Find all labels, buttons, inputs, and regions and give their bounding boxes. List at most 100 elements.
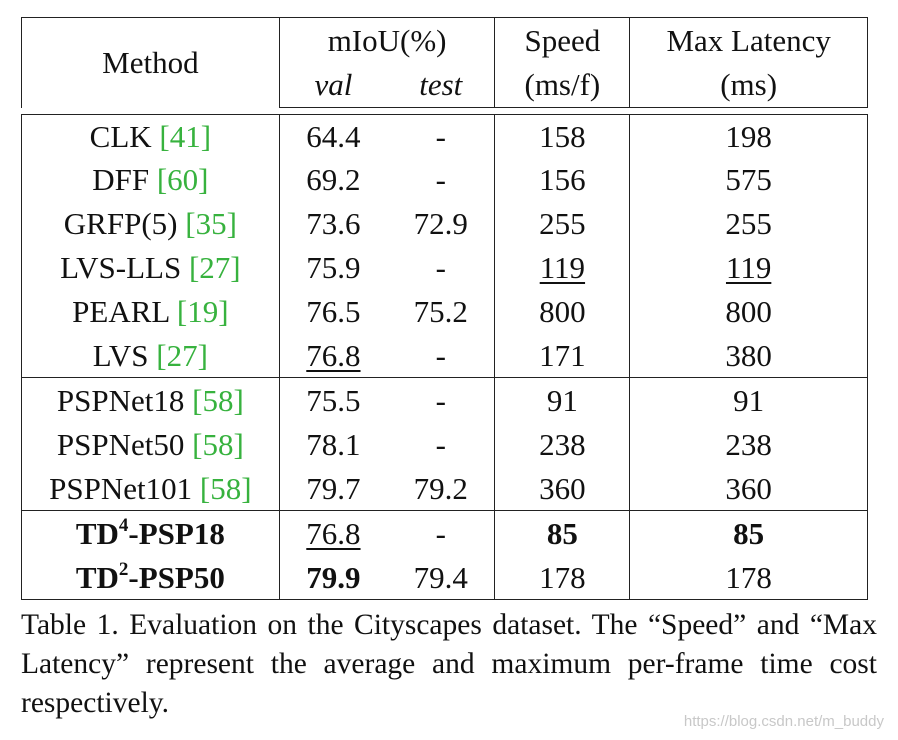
- latency-cell: 85: [629, 510, 868, 555]
- method-cell: CLK [41]: [21, 114, 280, 157]
- test-cell: -: [387, 510, 496, 555]
- val-cell: 75.5: [279, 377, 388, 422]
- header-speed: Speed: [494, 17, 631, 62]
- latency-cell: 360: [629, 466, 868, 511]
- header-speed-unit: (ms/f): [494, 62, 631, 108]
- method-cell: LVS-LLS [27]: [21, 245, 280, 289]
- watermark: https://blog.csdn.net/m_buddy: [683, 713, 884, 730]
- citation: [58]: [199, 470, 252, 506]
- citation: [35]: [185, 205, 237, 241]
- method-cell: TD4-PSP18: [21, 510, 280, 555]
- speed-cell: 171: [494, 333, 631, 378]
- table-row: TD4-PSP18 76.8 - 85 85: [21, 510, 868, 555]
- speed-cell: 85: [494, 510, 631, 555]
- method-cell: LVS [27]: [21, 333, 280, 378]
- table-row: DFF [60] 69.2 - 156 575: [21, 157, 868, 201]
- header-method: Method: [21, 17, 280, 108]
- method-name: DFF: [92, 161, 157, 197]
- method-name: PSPNet18: [56, 382, 193, 418]
- method-name: PSPNet101: [49, 470, 200, 506]
- method-name: CLK: [89, 118, 160, 154]
- speed-cell: 255: [494, 201, 631, 245]
- best-latency-underlined: 119: [725, 249, 772, 285]
- method-name: LVS: [92, 337, 157, 373]
- citation: [58]: [192, 382, 244, 418]
- test-cell: 72.9: [387, 201, 496, 245]
- latency-cell: 91: [629, 377, 868, 422]
- speed-cell: 91: [494, 377, 631, 422]
- table-row: PSPNet18 [58] 75.5 - 91 91: [21, 377, 868, 422]
- speed-cell: 178: [494, 555, 631, 600]
- citation: [58]: [192, 426, 244, 462]
- speed-cell: 238: [494, 422, 631, 466]
- method-cell: DFF [60]: [21, 157, 280, 201]
- test-cell: -: [387, 333, 496, 378]
- speed-cell: 156: [494, 157, 631, 201]
- method-cell: GRFP(5) [35]: [21, 201, 280, 245]
- method-name: PSPNet50: [56, 426, 193, 462]
- speed-cell: 360: [494, 466, 631, 511]
- method-name: GRFP(5): [63, 205, 186, 241]
- best-speed-underlined: 119: [539, 249, 586, 285]
- header-miou: mIoU(%): [279, 17, 496, 62]
- header-gap: [21, 107, 868, 115]
- test-cell: -: [387, 157, 496, 201]
- val-cell: 78.1: [306, 426, 361, 462]
- method-name-suffix: -PSP50: [128, 559, 225, 595]
- test-cell: -: [387, 245, 496, 289]
- speed-cell: 800: [494, 289, 631, 333]
- header-test: test: [387, 62, 496, 108]
- latency-cell: 380: [629, 333, 868, 378]
- citation: [41]: [159, 118, 212, 154]
- latency-cell: 255: [629, 201, 868, 245]
- method-name-prefix: TD: [75, 515, 119, 551]
- val-cell: 76.8: [279, 333, 387, 378]
- header-latency: Max Latency: [629, 17, 868, 62]
- latency-cell: 238: [629, 422, 868, 466]
- citation: [27]: [188, 249, 241, 285]
- val-cell: 73.6: [306, 205, 361, 241]
- method-cell: PSPNet50 [58]: [21, 422, 280, 466]
- test-cell: -: [387, 422, 496, 466]
- val-cell: 79.9: [279, 555, 388, 600]
- results-table: Method mIoU(%) Speed Max Latency val tes…: [21, 17, 868, 600]
- table-row: TD2-PSP50 79.9 79.4 178 178: [21, 555, 868, 600]
- second-val-underlined: 76.8: [306, 515, 361, 551]
- best-val-underlined: 76.8: [306, 337, 361, 373]
- val-cell: 64.4: [306, 118, 361, 154]
- method-name: LVS-LLS: [60, 249, 189, 285]
- method-cell: PEARL [19]: [21, 289, 280, 333]
- header-val: val: [279, 62, 388, 108]
- method-cell: TD2-PSP50: [21, 555, 280, 600]
- table-caption: Table 1. Evaluation on the Cityscapes da…: [21, 609, 877, 719]
- latency-cell: 575: [629, 157, 868, 201]
- val-cell: 75.9: [306, 249, 361, 285]
- test-cell: -: [387, 377, 496, 422]
- method-cell: PSPNet18 [58]: [21, 377, 280, 422]
- latency-cell: 198: [629, 114, 868, 157]
- table-row: LVS-LLS [27] 75.9 - 119 119: [21, 245, 868, 289]
- method-name-suffix: -PSP18: [128, 515, 225, 551]
- latency-cell: 800: [629, 289, 868, 333]
- test-cell: -: [387, 114, 496, 157]
- header-row-2: val test (ms/f) (ms): [22, 62, 868, 108]
- table-row: PSPNet50 [58] 78.1 - 238 238: [21, 422, 868, 466]
- table-row: PSPNet101 [58] 79.7 79.2 360 360: [21, 466, 868, 511]
- method-cell: PSPNet101 [58]: [21, 466, 280, 511]
- method-name-superscript: 2: [118, 558, 129, 580]
- citation: [19]: [176, 293, 229, 329]
- method-name-prefix: TD: [75, 559, 119, 595]
- method-name: PEARL: [72, 293, 177, 329]
- table-row: LVS [27] 76.8 - 171 380: [21, 333, 868, 378]
- latency-cell: 119: [629, 245, 868, 289]
- speed-cell: 158: [494, 114, 631, 157]
- test-cell: 79.2: [387, 466, 496, 511]
- header-row-1: Method mIoU(%) Speed Max Latency: [21, 17, 868, 108]
- latency-cell: 178: [629, 555, 868, 600]
- table-row: CLK [41] 64.4 - 158 198: [21, 114, 868, 157]
- val-cell: 76.5: [306, 293, 361, 329]
- speed-cell: 119: [494, 245, 631, 289]
- val-cell: 69.2: [306, 161, 361, 197]
- header-latency-unit: (ms): [629, 62, 868, 108]
- test-cell: 75.2: [387, 289, 496, 333]
